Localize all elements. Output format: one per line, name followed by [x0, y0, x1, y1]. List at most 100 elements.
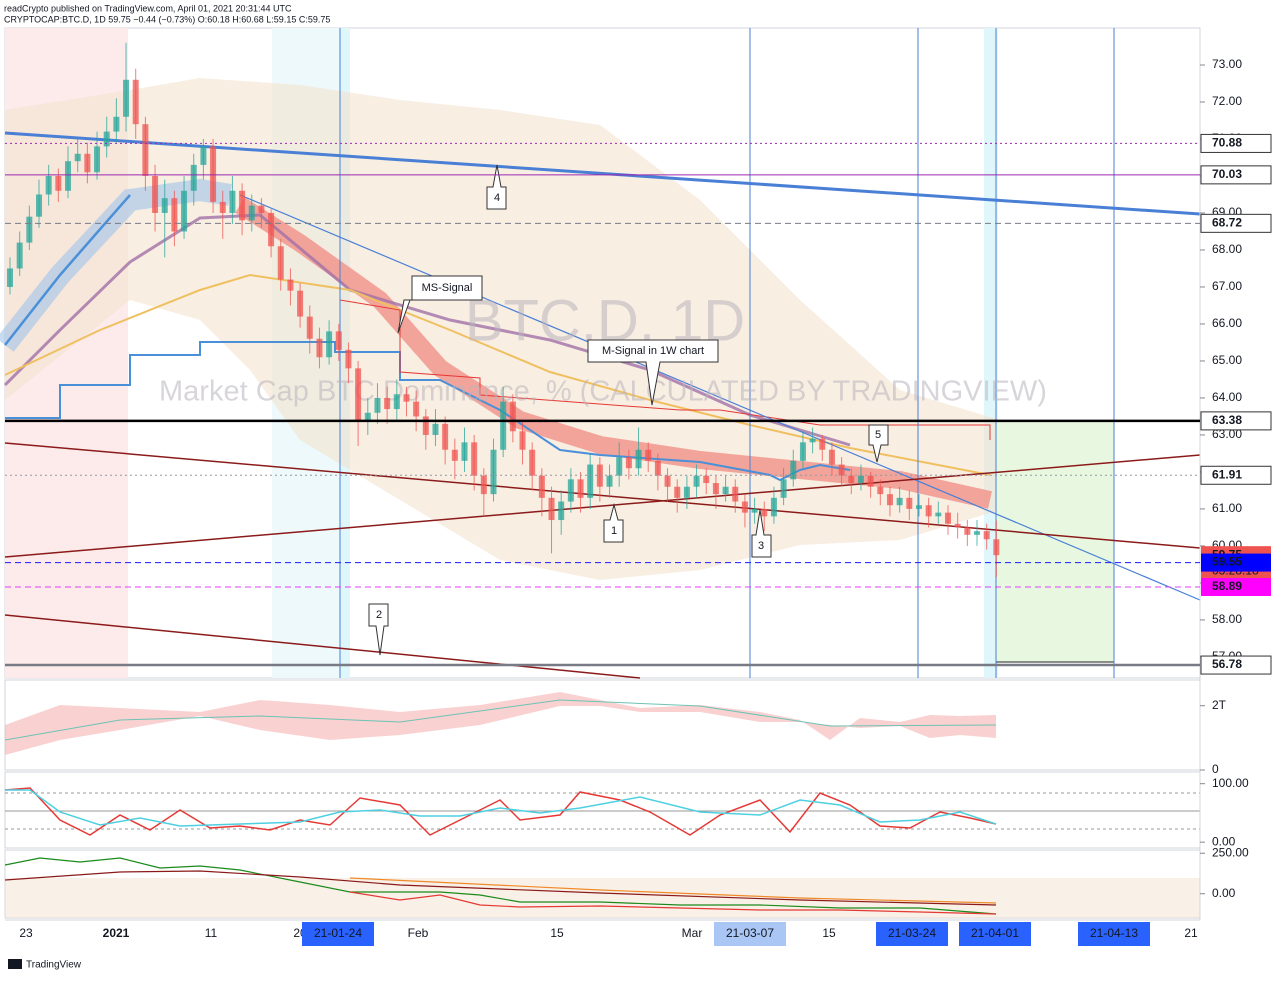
x-tick-label: 15	[822, 926, 836, 940]
candle-body	[471, 442, 478, 476]
annotation: 4	[494, 192, 500, 204]
candle-body	[268, 212, 275, 247]
candle-body	[374, 397, 381, 413]
candle-body	[403, 394, 410, 402]
candle-body	[335, 331, 342, 350]
candle-body	[761, 508, 768, 517]
candle-body	[161, 198, 168, 213]
price-badge	[1201, 553, 1271, 572]
candle-body	[790, 460, 797, 480]
candle-body	[113, 116, 120, 132]
candle-body	[451, 449, 458, 461]
candle-body	[142, 124, 149, 176]
price-badge-label: 58.89	[1212, 579, 1242, 593]
y-tick-label: 67.00	[1212, 279, 1242, 293]
price-badge	[1200, 411, 1272, 431]
price-badge	[1200, 655, 1272, 675]
candle-body	[974, 531, 980, 535]
price-badge	[1200, 213, 1272, 233]
annotation: 3	[758, 540, 764, 552]
candle-body	[500, 401, 507, 450]
candle-body	[132, 79, 139, 125]
y-tick-label: 61.00	[1212, 501, 1242, 515]
candle-body	[200, 146, 207, 165]
candle-body	[529, 449, 536, 476]
candle-body	[848, 475, 855, 484]
price-badge-label: 56.78	[1212, 657, 1242, 671]
candle-body	[906, 497, 913, 509]
footer: TradingView	[8, 959, 82, 971]
candle-body	[461, 442, 468, 461]
candle-body	[171, 198, 178, 232]
date-badge	[876, 922, 948, 946]
annotation: 5	[875, 429, 881, 441]
y-tick-label: 65.00	[1212, 353, 1242, 367]
candle-body	[770, 497, 777, 517]
price-badge-label: 59.55	[1212, 555, 1242, 569]
candle-body	[413, 401, 420, 417]
candle-body	[316, 338, 323, 358]
candle-body	[45, 175, 52, 195]
date-badge-label: 21-04-13	[1090, 926, 1138, 940]
symbol-line: CRYPTOCAP:BTC.D, 1D 59.75 −0.44 (−0.73%)…	[4, 14, 330, 24]
candle-body	[509, 401, 516, 432]
price-badge	[1200, 165, 1272, 185]
candle-body	[722, 486, 729, 495]
candle-body	[712, 483, 719, 495]
pane-tick-label: 2T	[1212, 698, 1227, 712]
price-badge-label: 61.91	[1212, 467, 1242, 481]
y-tick-label: 66.00	[1212, 316, 1242, 330]
candle-body	[7, 268, 13, 287]
candle-body	[799, 442, 806, 461]
candle-body	[693, 475, 700, 487]
date-badge-label: 21-03-07	[726, 926, 774, 940]
candle-body	[326, 331, 333, 358]
annotation: MS-Signal	[422, 282, 473, 294]
price-badge	[1200, 133, 1272, 153]
x-tick-label: 11	[205, 926, 218, 940]
candle-body	[519, 431, 526, 450]
y-tick-label: 68.00	[1212, 242, 1242, 256]
candle-body	[432, 423, 439, 435]
candle-body	[838, 464, 845, 476]
brand: TradingView	[26, 960, 82, 971]
y-tick-label: 63.00	[1212, 427, 1242, 441]
candle-body	[229, 190, 236, 213]
pane-tick-label: 0.00	[1212, 834, 1236, 848]
date-badge-label: 21-04-01	[971, 926, 1019, 940]
candle-body	[596, 464, 603, 487]
y-tick-label: 58.00	[1212, 612, 1242, 626]
candle-body	[384, 397, 391, 410]
date-badge-label: 21-01-24	[314, 926, 362, 940]
candle-body	[442, 423, 449, 450]
price-axis: 57.0058.0059.0060.0061.0062.0063.0064.00…	[5, 28, 1272, 946]
candle-body	[635, 449, 642, 469]
candle-body	[645, 449, 652, 461]
candle-body	[828, 449, 835, 465]
candle-body	[65, 161, 72, 191]
y-tick-label: 73.00	[1212, 57, 1242, 71]
candle-body	[16, 242, 23, 269]
candle-body	[780, 479, 787, 498]
indicator-panes	[4, 679, 1201, 919]
candle-body	[683, 486, 690, 498]
candle-body	[123, 79, 130, 117]
candle-body	[190, 164, 197, 191]
candle-body	[925, 505, 932, 517]
date-badge	[1078, 922, 1150, 946]
x-tick-label: 21	[1184, 926, 1198, 940]
date-badge	[714, 922, 786, 946]
x-tick-label: 23	[19, 926, 33, 940]
x-tick-label: 2021	[103, 926, 130, 940]
candle-body	[964, 527, 971, 535]
backdrop	[0, 27, 1201, 679]
pane-tick-label: 250.00	[1212, 845, 1249, 859]
candle-body	[422, 416, 429, 435]
price-badge-label: 63.38	[1212, 413, 1242, 427]
annotation: 2	[376, 609, 382, 621]
candle-body	[674, 486, 681, 498]
candle-body	[345, 349, 352, 369]
candle-body	[654, 460, 661, 476]
candle-body	[915, 505, 922, 509]
candle-body	[152, 175, 159, 213]
